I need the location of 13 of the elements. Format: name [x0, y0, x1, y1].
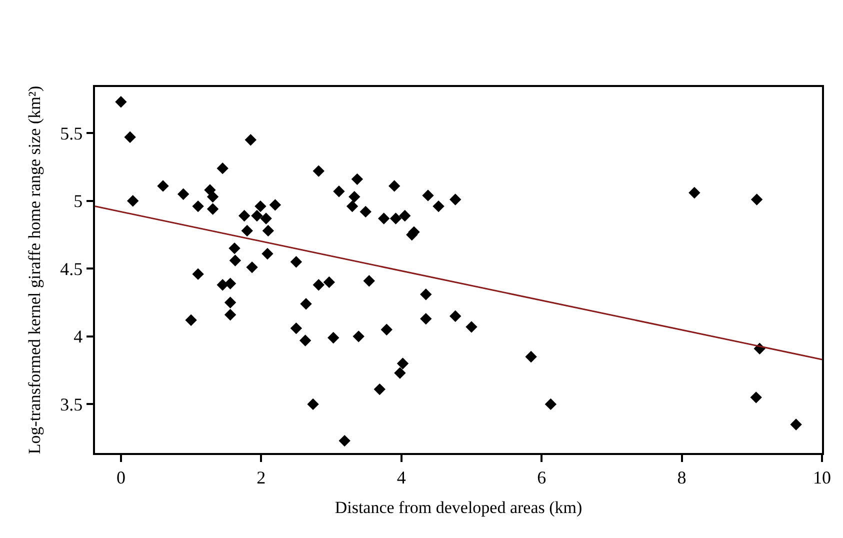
x-tick-label: 8: [677, 467, 686, 488]
x-tick-label: 4: [396, 467, 406, 488]
y-tick-label: 4.5: [60, 258, 83, 279]
y-tick-label: 4: [74, 326, 83, 347]
x-axis-title: Distance from developed areas (km): [334, 498, 582, 518]
x-tick-label: 2: [256, 467, 266, 488]
y-tick-label: 5: [74, 191, 83, 212]
x-tick-label: 10: [813, 467, 831, 488]
x-tick-label: 6: [537, 467, 546, 488]
y-tick-label: 3.5: [60, 394, 83, 414]
y-axis-title: Log-transformed kernel giraffe home range size (km²): [25, 86, 44, 454]
x-tick-label: 0: [116, 467, 126, 488]
y-tick-label: 5.5: [60, 123, 83, 144]
